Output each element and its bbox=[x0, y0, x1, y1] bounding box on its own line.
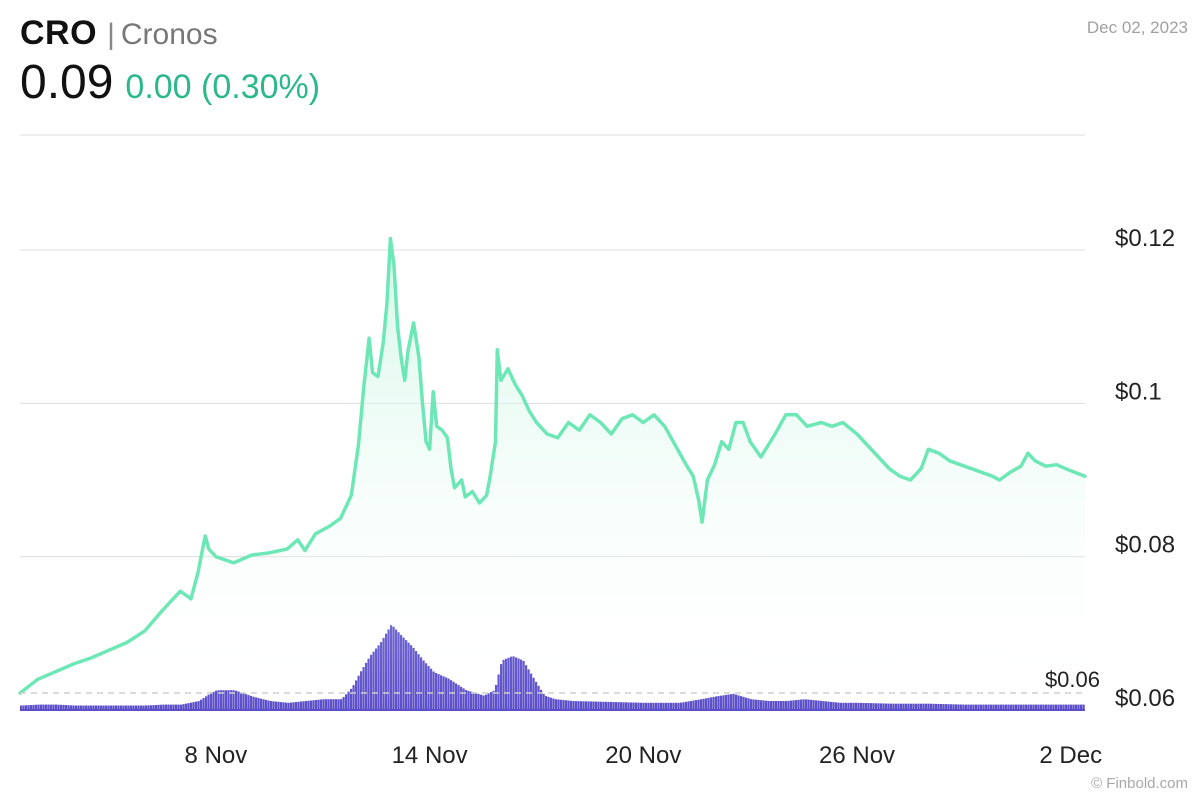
volume-reference-label: $0.06 bbox=[1045, 667, 1100, 692]
price-row: 0.09 0.00 (0.30%) bbox=[20, 55, 320, 110]
current-price: 0.09 bbox=[20, 56, 114, 109]
x-tick-label: 2 Dec bbox=[1039, 742, 1102, 769]
y-tick-label: $0.08 bbox=[1115, 532, 1175, 559]
chart-date: Dec 02, 2023 bbox=[1086, 18, 1188, 37]
x-tick-label: 14 Nov bbox=[392, 742, 468, 769]
price-area-fill bbox=[20, 238, 1085, 710]
price-area bbox=[20, 238, 1085, 710]
y-tick-label: $0.06 bbox=[1115, 685, 1175, 712]
chart-header: CRO | Cronos 0.09 0.00 (0.30%) bbox=[20, 14, 320, 110]
x-axis-labels: 8 Nov 14 Nov 20 Nov 26 Nov 2 Dec bbox=[185, 742, 1103, 769]
y-axis-labels: $0.12 $0.1 $0.08 $0.06 bbox=[1115, 225, 1175, 712]
ticker-row: CRO | Cronos bbox=[20, 14, 320, 53]
price-series bbox=[18, 236, 1087, 695]
x-tick-label: 26 Nov bbox=[819, 742, 895, 769]
source-credit: © Finbold.com bbox=[1091, 775, 1188, 792]
price-change: 0.00 (0.30%) bbox=[125, 68, 321, 106]
ticker-separator: | bbox=[107, 18, 115, 51]
ticker-symbol: CRO bbox=[20, 14, 98, 52]
x-tick-label: 20 Nov bbox=[605, 742, 681, 769]
y-tick-label: $0.1 bbox=[1115, 378, 1162, 405]
x-tick-label: 8 Nov bbox=[185, 742, 248, 769]
y-tick-label: $0.12 bbox=[1115, 225, 1175, 252]
asset-name: Cronos bbox=[120, 18, 218, 51]
price-line bbox=[18, 236, 1087, 695]
